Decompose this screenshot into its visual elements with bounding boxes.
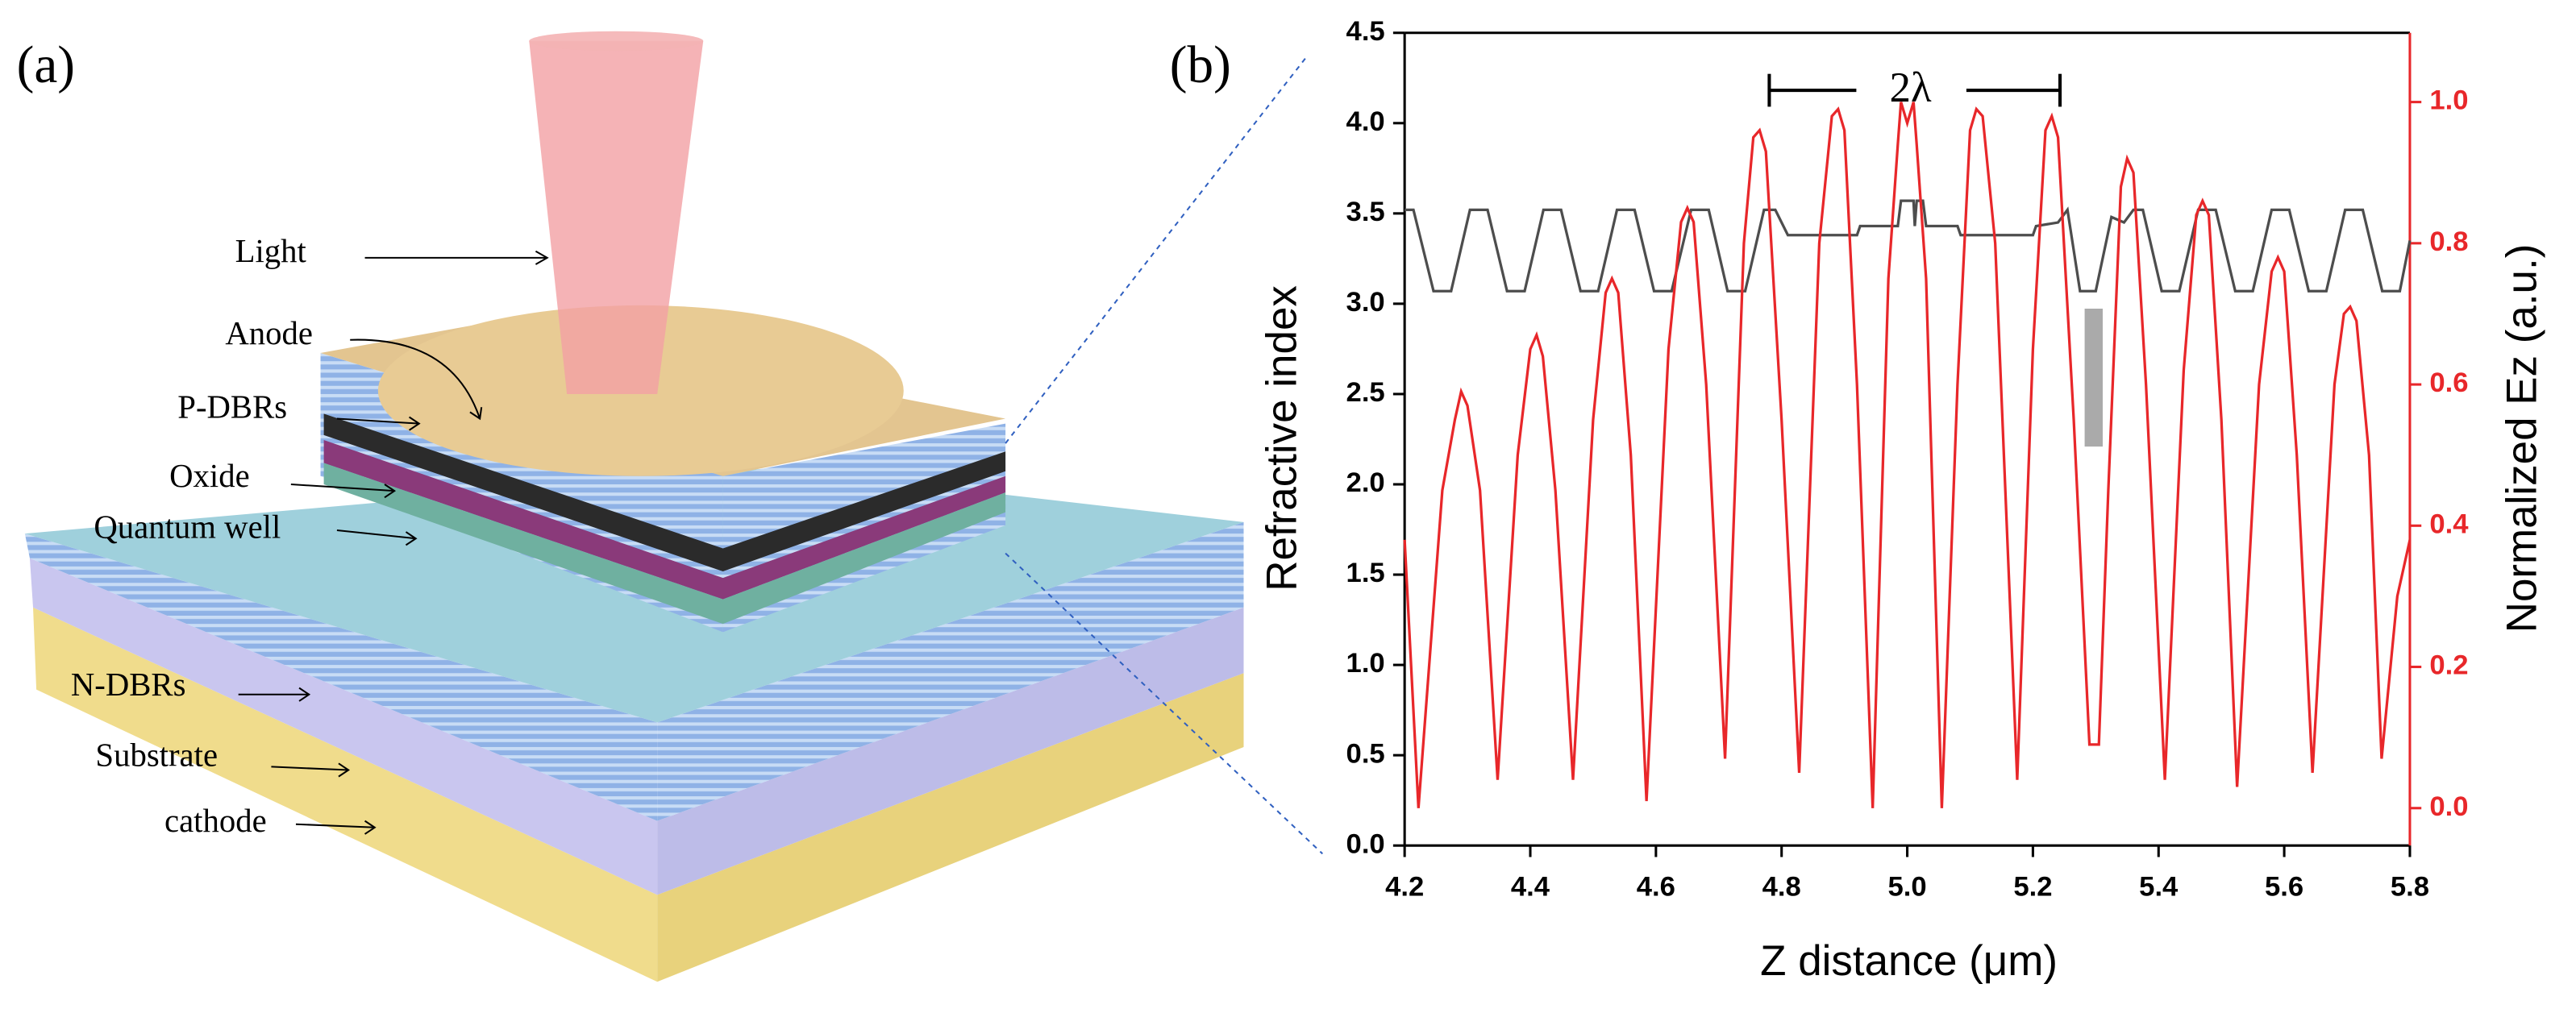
label: cathode (164, 803, 267, 839)
series-line (1403, 102, 2412, 808)
x-tick-label: 5.6 (2265, 871, 2303, 902)
y2-axis-title: Normalized Ez (a.u.) (2499, 244, 2546, 633)
y-tick-label: 4.0 (1346, 106, 1385, 137)
x-tick-label: 5.2 (2013, 871, 2052, 902)
y2-tick-label: 0.8 (2429, 226, 2468, 257)
y-tick-label: 3.5 (1346, 197, 1385, 227)
y-tick-label: 2.5 (1346, 377, 1385, 408)
y2-tick-label: 0.6 (2429, 367, 2468, 398)
x-axis-title: Z distance (μm) (1760, 937, 2058, 985)
label: Substrate (95, 737, 218, 774)
y-tick-label: 0.0 (1346, 828, 1385, 859)
axes-frame (1403, 31, 2412, 847)
oxide-marker (2084, 309, 2103, 447)
panel-label: (a) (17, 36, 75, 94)
y-tick-label: 0.5 (1346, 738, 1385, 769)
device-drawing (24, 31, 1244, 982)
y2-tick-label: 1.0 (2429, 85, 2468, 116)
y2-tick-label: 0.0 (2429, 791, 2468, 822)
label: P-DBRs (177, 389, 287, 426)
x-tick-label: 5.4 (2139, 871, 2179, 902)
x-tick-label: 4.2 (1385, 871, 1424, 902)
y-tick-label: 1.0 (1346, 648, 1385, 679)
zoom-lines (1005, 56, 1323, 855)
label: Quantum well (94, 509, 281, 545)
annotation: 2λ (1890, 64, 1932, 111)
label: Light (235, 233, 307, 269)
y-axis-title: Refractive index (1258, 285, 1305, 592)
y2-tick-label: 0.4 (2429, 509, 2469, 539)
y-tick-label: 4.5 (1346, 16, 1385, 47)
device-labels: Light Anode P-DBRs Oxide Quantum well N-… (71, 233, 313, 839)
x-tick-label: 5.0 (1887, 871, 1926, 902)
x-tick-label: 4.6 (1637, 871, 1675, 902)
panel-label: (b) (1170, 36, 1231, 94)
x-tick-label: 4.4 (1511, 871, 1550, 902)
y-tick-label: 3.0 (1346, 287, 1385, 318)
x-tick-label: 5.8 (2391, 871, 2429, 902)
label-arrows (238, 250, 549, 835)
label: N-DBRs (71, 666, 186, 703)
series-line (1405, 199, 2412, 293)
y-tick-label: 2.0 (1346, 467, 1385, 498)
label: Anode (225, 315, 313, 351)
y-tick-label: 1.5 (1346, 558, 1385, 588)
bracket (1767, 73, 2062, 107)
label: Oxide (169, 458, 250, 494)
y2-tick-label: 0.2 (2429, 650, 2468, 681)
x-tick-label: 4.8 (1762, 871, 1801, 902)
